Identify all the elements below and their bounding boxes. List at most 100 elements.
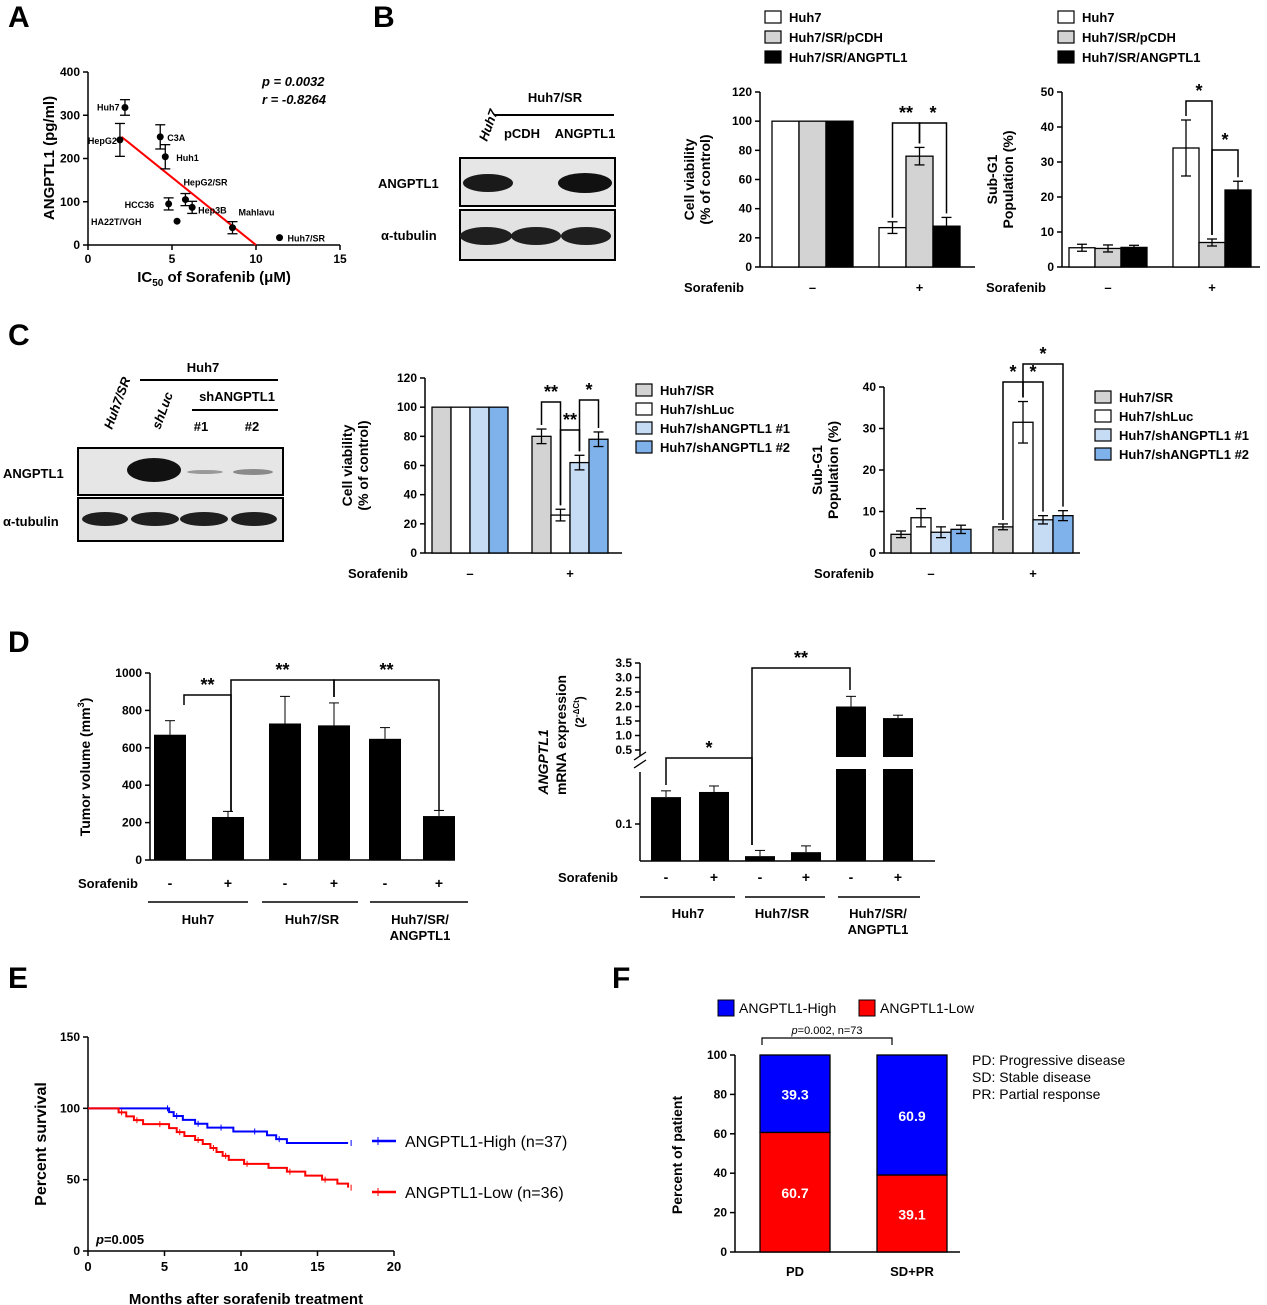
c2-y-tick-label: 30 [863, 422, 877, 436]
d1-y-label: Tumor volume (mm3) [76, 698, 93, 837]
c1-legend-swatch [635, 421, 653, 435]
b1-y-label: (% of control) [697, 134, 713, 224]
d1-group-label: Huh7/SR [285, 912, 340, 927]
d1-y-tick-label: 800 [122, 703, 142, 717]
panel-label-b: B [373, 1, 395, 34]
significance-star: * [1009, 362, 1016, 382]
b1-group-label: + [916, 280, 924, 295]
b1-legend-label: Huh7 [789, 10, 822, 25]
b1-bar [771, 120, 800, 268]
e-x-tick-label: 0 [84, 1259, 91, 1274]
c1-y-tick-label: 60 [404, 459, 418, 473]
d1-y-tick-label: 1000 [115, 666, 142, 680]
a-x-label-rest: of Sorafenib (μM) [163, 269, 291, 286]
c1-bar [588, 438, 609, 554]
e-pvalue: p=0.005 [95, 1232, 144, 1247]
a-point-label: HA22T/VGH [91, 217, 142, 227]
c2-group-label: – [927, 566, 934, 581]
e-y-tick-label: 50 [67, 1173, 81, 1187]
c1-bar [450, 406, 471, 554]
significance-star: * [1221, 130, 1228, 150]
d1-sorafenib-label: Sorafenib [78, 876, 138, 891]
d1-bar [423, 816, 455, 860]
a-y-tick-label: 200 [60, 152, 80, 166]
panel-label-e: E [8, 962, 28, 995]
blot-c-band [233, 469, 273, 475]
b1-y-tick-label: 20 [739, 231, 753, 245]
d2-group-label: Huh7/SR [755, 906, 810, 921]
a-y-tick-label: 400 [60, 65, 80, 79]
b2-y-tick-label: 50 [1041, 85, 1055, 99]
f-category-label: PD [786, 1264, 804, 1279]
a-data-point [165, 200, 173, 208]
c2-bar [1032, 519, 1054, 554]
blot-c-band [127, 458, 181, 482]
blot-b-band [511, 227, 561, 245]
d2-bar-break [835, 757, 867, 769]
d2-bar [651, 797, 681, 861]
f-bar-value: 39.1 [898, 1206, 925, 1222]
d2-axis-break [633, 751, 647, 769]
c1-y-label: (% of control) [355, 420, 371, 510]
b1-sorafenib-label: Sorafenib [684, 280, 744, 295]
significance-star: * [1039, 344, 1046, 364]
f-stat-p: p [791, 1025, 798, 1037]
blot-b-lane-pcdh: pCDH [504, 126, 540, 141]
d2-treatment-label: - [849, 869, 854, 885]
a-data-point [228, 224, 236, 232]
c1-legend-label: Huh7/shLuc [660, 402, 734, 417]
blot-b-row-angptl1: ANGPTL1 [378, 176, 439, 191]
b2-y-tick-label: 20 [1041, 190, 1055, 204]
chart-d-tumor-volume: 0 200 400 600 800 1000 - + - + - + Sorafenib Huh7 Huh7… [76, 660, 468, 943]
c1-y-tick-label: 20 [404, 517, 418, 531]
a-data-point [181, 196, 189, 204]
e-survival-curve [88, 1107, 350, 1188]
significance-star: * [1195, 81, 1202, 101]
b2-y-label: Sub-G1 [984, 154, 1000, 204]
e-y-tick-label: 100 [60, 1101, 80, 1115]
d2-bar-break [882, 757, 914, 769]
f-bar-high [759, 1054, 831, 1134]
a-point-label: Mahlavu [238, 208, 274, 218]
f-y-tick-label: 0 [720, 1245, 727, 1259]
significance-star: * [585, 380, 592, 400]
d2-bar [883, 718, 913, 861]
d1-group-label: ANGPTL1 [390, 928, 451, 943]
d2-bar [791, 852, 821, 861]
c1-legend-label: Huh7/shANGPTL1 #2 [660, 440, 790, 455]
significance-star: ** [200, 675, 214, 695]
b1-legend-swatch [764, 50, 782, 64]
b2-y-label: Population (%) [1000, 131, 1016, 229]
d2-y-label-base: (2 [573, 717, 587, 728]
c1-bar [488, 406, 509, 554]
blot-c-band [180, 512, 228, 526]
f-bar-high [876, 1054, 948, 1176]
blot-b-lane-huh7: Huh7 [476, 107, 501, 143]
panel-label-f: F [612, 962, 630, 995]
d2-y-tick-label: 3.0 [615, 671, 632, 685]
b1-significance [918, 122, 948, 214]
a-point-label: Hep3B [198, 205, 227, 215]
b2-y-tick-label: 30 [1041, 155, 1055, 169]
b2-group-label: – [1104, 280, 1111, 295]
a-point-label: Huh7 [97, 102, 120, 112]
c1-group-label: + [566, 566, 574, 581]
blot-b-group-label: Huh7/SR [528, 90, 583, 105]
d2-y-label-gene: ANGPTL1 [535, 729, 551, 796]
a-point-label: HepG2 [88, 136, 117, 146]
a-data-point [156, 133, 164, 141]
d2-y-label-end: ) [573, 696, 587, 700]
d1-significance [183, 694, 232, 812]
c1-bar [569, 461, 590, 554]
chart-c-subg1: 0 10 20 30 40 – + Sorafenib Sub-G1 Population (%)… [809, 344, 1249, 581]
a-x-label: IC50 of Sorafenib (μM) [137, 269, 291, 289]
e-legend-label: ANGPTL1-Low (n=36) [405, 1185, 564, 1202]
b1-bar [798, 120, 827, 268]
b2-group-label: + [1208, 280, 1216, 295]
d2-y-tick-label: 0.5 [615, 743, 632, 757]
b2-significance [1211, 149, 1239, 235]
c2-group-label: + [1029, 566, 1037, 581]
d2-treatment-label: + [894, 869, 902, 885]
blot-c-row-tubulin: α-tubulin [3, 514, 59, 529]
